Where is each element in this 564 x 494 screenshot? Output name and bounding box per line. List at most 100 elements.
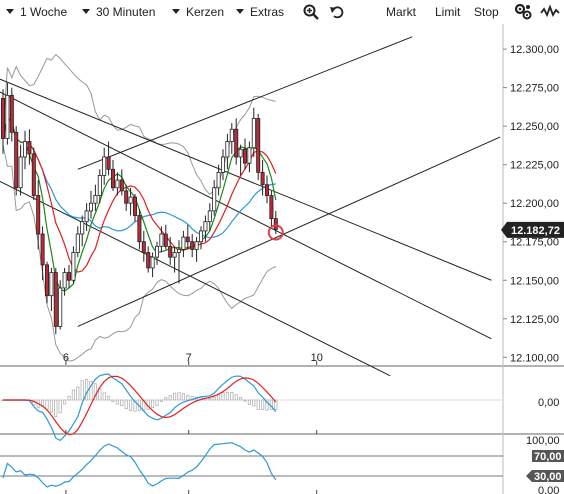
candle-up	[5, 94, 10, 139]
macd-histogram-bar	[85, 379, 89, 401]
chart-type-dropdown[interactable]: Kerzen	[172, 4, 224, 20]
candlestick-series	[0, 83, 278, 335]
candle-down	[273, 218, 278, 230]
stoch-top-label: 100,00	[526, 435, 560, 447]
candle-up	[71, 252, 76, 281]
candle-up	[93, 195, 98, 204]
settings-icon[interactable]	[514, 3, 532, 21]
candle-up	[212, 187, 217, 212]
limit-order-button[interactable]: Limit	[435, 4, 460, 20]
price-axis: 12.300,00 12.275,00 12.250,00 12.225,00 12.2…	[503, 44, 559, 364]
candle-up	[84, 210, 89, 223]
zoom-in-icon[interactable]	[302, 3, 320, 21]
price-tick-label: 12.100,00	[510, 352, 559, 364]
candle-down	[163, 233, 168, 247]
price-tick-label: 12.275,00	[510, 83, 559, 95]
macd-histogram-bar	[256, 399, 260, 410]
caret-down-icon	[172, 9, 180, 15]
candle-down	[31, 153, 36, 196]
macd-histogram-bar	[186, 394, 190, 401]
stoch-upper-label: 70,00	[534, 451, 562, 463]
macd-histogram-bar	[151, 399, 155, 409]
candle-up	[102, 156, 107, 176]
macd-line	[3, 373, 277, 442]
last-price-label: 12.182,72	[511, 225, 560, 237]
macd-histogram-bar	[212, 396, 216, 401]
macd-histogram-bar	[243, 399, 247, 402]
last-price-badge-bg	[501, 221, 564, 238]
macd-histogram-bar	[173, 392, 177, 401]
limit-label: Limit	[435, 5, 461, 19]
macd-histogram-bar	[49, 399, 53, 413]
candle-up	[58, 287, 63, 327]
chart-grid	[0, 24, 564, 494]
undo-icon[interactable]	[328, 3, 346, 21]
candle-down	[185, 236, 190, 243]
candle-up	[97, 175, 102, 196]
candle-down	[242, 148, 247, 164]
candle-up	[89, 202, 94, 212]
trend-line	[77, 136, 501, 327]
price-tick-label: 12.250,00	[510, 121, 559, 133]
time-axis: 6 7 10	[63, 352, 323, 494]
candle-down	[119, 179, 124, 192]
stop-order-button[interactable]: Stop	[474, 4, 499, 20]
candle-up	[238, 148, 243, 158]
stoch-upper-badge-bg	[526, 450, 564, 462]
macd-histogram-bar	[177, 392, 181, 401]
candle-up	[172, 252, 177, 258]
macd-histogram-bar	[164, 397, 168, 401]
candle-up	[203, 221, 208, 232]
macd-panel: 0,00	[1, 373, 559, 442]
candle-down	[111, 168, 116, 189]
candle-up	[198, 230, 203, 243]
time-tick-label: 7	[186, 352, 192, 364]
period-dropdown[interactable]: 1 Woche	[6, 4, 67, 20]
candle-up	[128, 196, 133, 204]
indicator-icon[interactable]	[540, 3, 560, 21]
candle-up	[176, 249, 181, 253]
macd-histogram-bar	[120, 399, 124, 406]
candle-down	[53, 272, 58, 327]
period-label: 1 Woche	[20, 5, 68, 19]
price-tick-label: 12.150,00	[510, 275, 559, 287]
trend-line	[0, 91, 492, 340]
macd-histogram-bar	[252, 399, 256, 407]
macd-histogram-bar	[261, 399, 265, 410]
macd-histogram-bar	[225, 391, 229, 401]
extras-label: Extras	[250, 5, 285, 19]
candle-down	[9, 94, 14, 133]
macd-histogram-bar	[98, 388, 102, 401]
candle-down	[132, 196, 137, 216]
candle-up	[216, 171, 221, 189]
market-order-button[interactable]: Markt	[386, 4, 416, 20]
macd-histogram-bar	[168, 395, 172, 401]
trend-line	[77, 36, 413, 170]
candle-up	[150, 256, 155, 269]
chart-type-label: Kerzen	[186, 5, 225, 19]
candle-up	[80, 221, 85, 235]
candle-down	[14, 131, 19, 189]
macd-histogram-bar	[155, 399, 159, 407]
caret-down-icon	[82, 9, 90, 15]
macd-histogram-bar	[265, 399, 269, 411]
macd-histogram-bar	[274, 399, 278, 411]
candle-down	[67, 272, 72, 281]
candle-up	[229, 128, 234, 142]
caret-down-icon	[6, 9, 14, 15]
macd-histogram-bar	[93, 383, 97, 401]
interval-dropdown[interactable]: 30 Minuten	[82, 4, 155, 20]
candle-up	[115, 179, 120, 189]
extras-dropdown[interactable]: Extras	[236, 4, 284, 20]
candle-up	[225, 141, 230, 158]
candle-down	[168, 245, 173, 258]
macd-histogram-bar	[54, 399, 58, 417]
market-label: Markt	[386, 5, 416, 19]
macd-histogram-bar	[247, 399, 251, 405]
candle-up	[22, 141, 27, 158]
macd-histogram-bar	[181, 393, 185, 401]
macd-histogram-bar	[124, 399, 128, 410]
candle-down	[264, 184, 269, 196]
interval-label: 30 Minuten	[96, 5, 156, 19]
